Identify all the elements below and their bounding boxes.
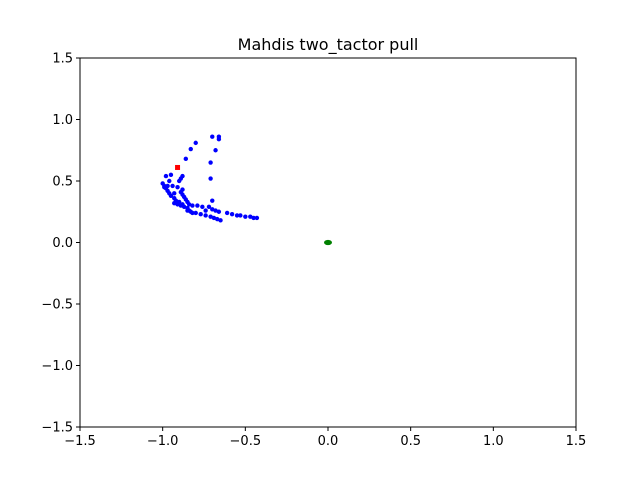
data-point (177, 178, 182, 184)
data-point (175, 202, 180, 207)
plot-area: −1.5 −1.0 −0.5 0.0 0.5 1.0 1.5 −1.5 −1.0 −0.5 0.0 0… (41, 52, 586, 450)
data-point (248, 214, 253, 219)
data-point (178, 203, 184, 208)
y-tick-label: 0.0 (52, 236, 73, 251)
data-point (208, 176, 213, 181)
data-point (163, 173, 169, 179)
data-point (181, 204, 187, 210)
data-point (210, 198, 215, 203)
x-tick-label: 1.0 (483, 434, 504, 449)
data-point (234, 213, 240, 218)
y-tick-label: −1.5 (41, 421, 73, 436)
data-point (229, 212, 235, 217)
y-tick-label: −0.5 (41, 298, 73, 313)
data-point (224, 210, 230, 216)
data-point (172, 191, 177, 196)
y-tick-label: 1.0 (52, 113, 73, 128)
data-point (198, 212, 203, 217)
data-point (183, 156, 189, 162)
data-point (172, 200, 177, 206)
data-point (168, 172, 174, 178)
data-point-origin (324, 239, 332, 246)
data-point (200, 204, 205, 210)
data-point (208, 160, 213, 165)
data-point (203, 213, 208, 218)
data-point (218, 218, 223, 223)
data-point (190, 203, 195, 208)
data-point (254, 215, 260, 221)
data-point (210, 207, 215, 212)
data-point (213, 148, 218, 153)
x-tick-label: −1.5 (64, 434, 96, 449)
y-tick-label: 1.5 (52, 52, 73, 67)
x-tick-label: 0.5 (400, 434, 421, 449)
data-point (167, 178, 172, 184)
data-point (193, 210, 198, 216)
data-point (251, 215, 256, 221)
data-point (188, 146, 193, 152)
y-tick-label: −1.0 (41, 359, 73, 374)
x-tick-label: 1.5 (566, 434, 587, 449)
data-point (238, 213, 243, 218)
data-point (243, 214, 248, 219)
data-point (195, 203, 200, 208)
data-point-square (175, 164, 181, 170)
data-point (206, 204, 212, 210)
data-point (186, 202, 192, 207)
data-point (216, 136, 222, 142)
data-point (168, 193, 174, 198)
data-point (210, 134, 215, 139)
x-tick-label: −1.0 (147, 434, 179, 449)
x-tick-label: 0.0 (318, 434, 339, 449)
data-point (213, 208, 218, 213)
y-tick-label: 0.5 (52, 175, 73, 190)
chart-title: Mahdis two_tactor pull (238, 35, 419, 55)
data-point (170, 183, 175, 189)
data-point (190, 210, 195, 216)
data-point (216, 209, 222, 214)
data-point (208, 214, 213, 219)
data-point (193, 140, 198, 146)
data-point (211, 215, 217, 221)
data-point (215, 216, 220, 222)
data-point (203, 208, 208, 213)
data-point (175, 184, 180, 190)
data-point (185, 208, 190, 213)
x-tick-label: −0.5 (230, 434, 262, 449)
